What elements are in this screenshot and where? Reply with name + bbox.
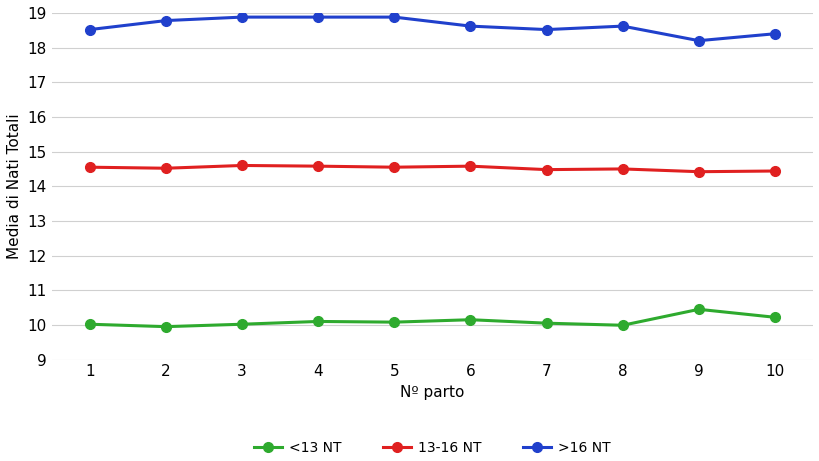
<13 NT [465, 317, 475, 323]
>16 NT [161, 18, 170, 24]
>16 NT [313, 14, 323, 20]
<13 NT [541, 320, 551, 326]
13-16 NT [465, 163, 475, 169]
>16 NT [237, 14, 247, 20]
>16 NT [617, 24, 627, 29]
>16 NT [85, 27, 95, 32]
X-axis label: Nº parto: Nº parto [400, 385, 464, 400]
<13 NT [161, 324, 170, 330]
<13 NT [313, 319, 323, 324]
<13 NT [85, 321, 95, 327]
<13 NT [769, 314, 779, 320]
>16 NT [465, 24, 475, 29]
13-16 NT [769, 168, 779, 174]
Y-axis label: Media di Nati Totali: Media di Nati Totali [7, 113, 22, 259]
13-16 NT [617, 166, 627, 171]
13-16 NT [313, 163, 323, 169]
13-16 NT [237, 163, 247, 168]
Legend: <13 NT, 13-16 NT, >16 NT: <13 NT, 13-16 NT, >16 NT [248, 436, 615, 461]
Line: <13 NT: <13 NT [85, 304, 779, 331]
13-16 NT [161, 165, 170, 171]
>16 NT [541, 27, 551, 32]
Line: 13-16 NT: 13-16 NT [85, 160, 779, 177]
<13 NT [693, 307, 703, 312]
<13 NT [237, 321, 247, 327]
<13 NT [389, 319, 399, 325]
13-16 NT [541, 167, 551, 172]
13-16 NT [85, 165, 95, 170]
<13 NT [617, 323, 627, 328]
Line: >16 NT: >16 NT [85, 12, 779, 46]
>16 NT [389, 14, 399, 20]
13-16 NT [389, 165, 399, 170]
>16 NT [769, 31, 779, 36]
>16 NT [693, 38, 703, 43]
13-16 NT [693, 169, 703, 174]
